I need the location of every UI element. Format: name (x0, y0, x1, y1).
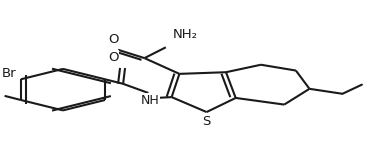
Text: Br: Br (1, 67, 16, 80)
Text: NH: NH (141, 94, 160, 107)
Text: NH₂: NH₂ (173, 28, 198, 41)
Text: O: O (108, 51, 118, 64)
Text: S: S (203, 115, 211, 128)
Text: O: O (108, 33, 118, 46)
